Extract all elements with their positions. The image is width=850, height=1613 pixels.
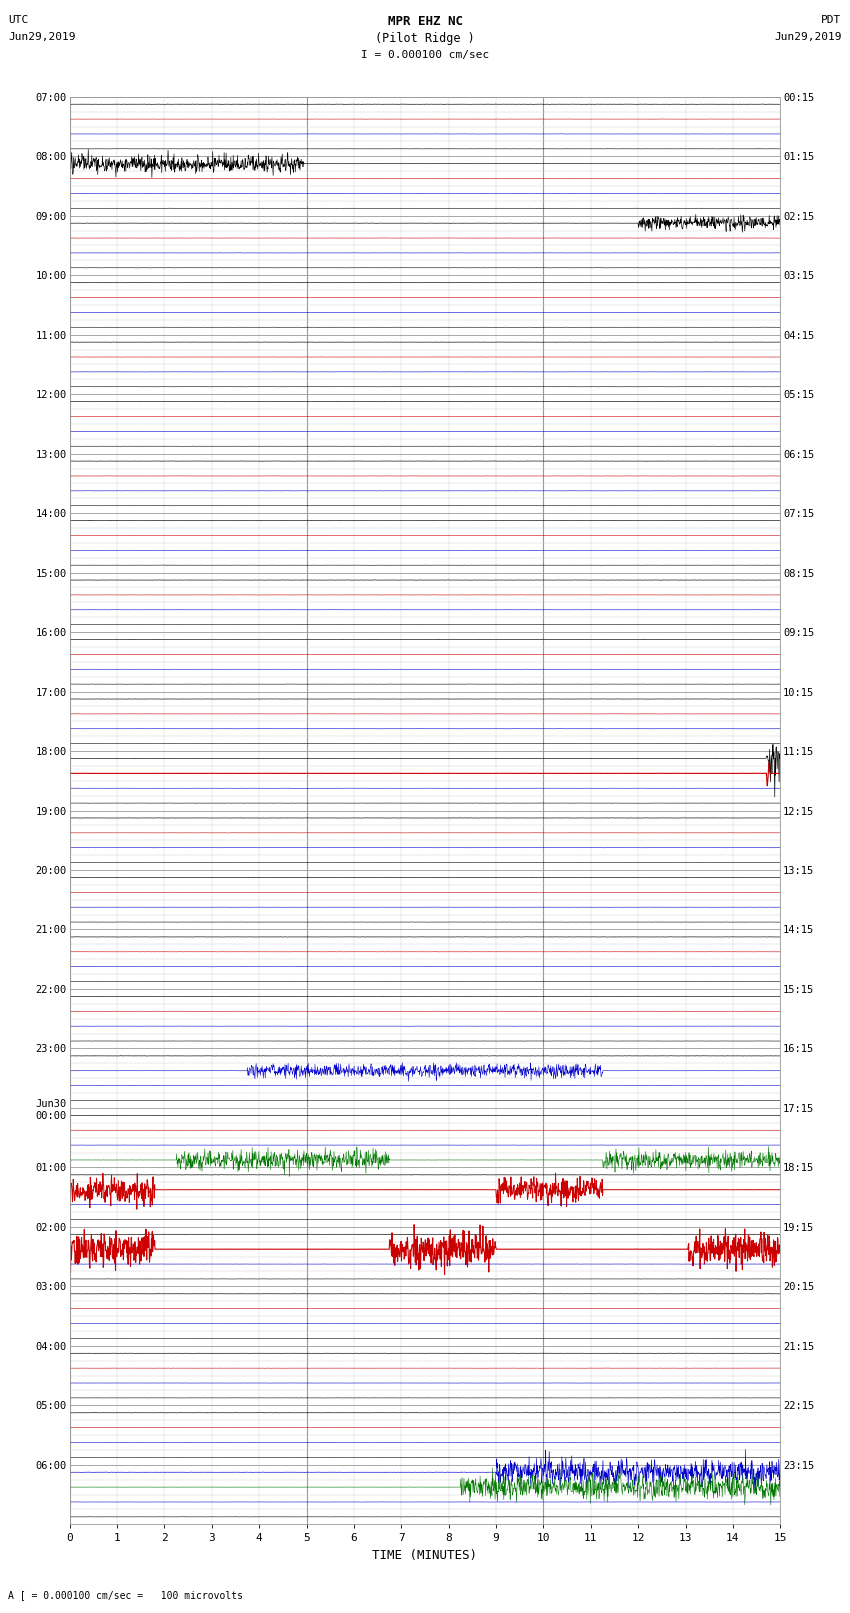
Text: A [ = 0.000100 cm/sec =   100 microvolts: A [ = 0.000100 cm/sec = 100 microvolts (8, 1590, 243, 1600)
Text: Jun29,2019: Jun29,2019 (8, 32, 76, 42)
Text: I = 0.000100 cm/sec: I = 0.000100 cm/sec (361, 50, 489, 60)
Text: Jun29,2019: Jun29,2019 (774, 32, 842, 42)
Text: (Pilot Ridge ): (Pilot Ridge ) (375, 32, 475, 45)
Text: MPR EHZ NC: MPR EHZ NC (388, 15, 462, 27)
Text: UTC: UTC (8, 15, 29, 24)
Text: PDT: PDT (821, 15, 842, 24)
X-axis label: TIME (MINUTES): TIME (MINUTES) (372, 1548, 478, 1561)
